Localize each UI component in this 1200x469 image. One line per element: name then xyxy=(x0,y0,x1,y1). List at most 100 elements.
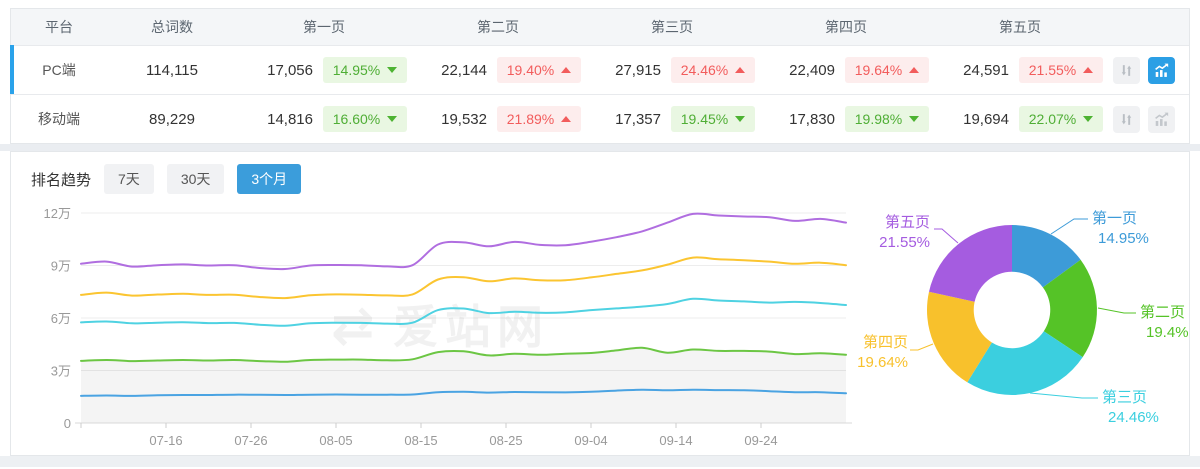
svg-text:6万: 6万 xyxy=(51,311,71,326)
page1-value: 17,056 xyxy=(267,61,313,79)
leader-line-page2 xyxy=(1098,307,1137,314)
page5-value: 19,694 xyxy=(963,110,1009,128)
change-badge: 19.45% xyxy=(671,106,755,132)
sort-arrows-icon xyxy=(1121,64,1132,76)
tab-3months[interactable]: 3个月 xyxy=(237,164,302,194)
change-badge: 19.98% xyxy=(845,106,929,132)
page4-cell: 17,830 19.98% xyxy=(759,106,933,132)
page-bottom-margin xyxy=(0,456,1200,467)
col-header-page1: 第一页 xyxy=(303,19,345,35)
arrow-up-icon xyxy=(561,67,572,73)
page1-value: 14,816 xyxy=(267,110,313,128)
section-divider xyxy=(0,144,1200,151)
page3-value: 27,915 xyxy=(615,61,661,79)
page3-value: 17,357 xyxy=(615,110,661,128)
change-badge: 19.64% xyxy=(845,57,929,83)
tab-7days[interactable]: 7天 xyxy=(104,164,154,194)
donut-label-page4: 第四页 xyxy=(863,333,908,351)
donut-label-page1: 第一页 xyxy=(1092,209,1137,227)
page-distribution-donut: 第一页 14.95% 第二页 19.4% 第三页 24.46% 第四页 19.6… xyxy=(858,209,1189,426)
svg-text:3万: 3万 xyxy=(51,364,71,379)
trend-chart-icon xyxy=(1155,63,1169,77)
arrow-down-icon xyxy=(387,116,398,122)
donut-pct-page5: 21.55% xyxy=(880,234,931,251)
col-header-page3: 第三页 xyxy=(651,19,693,35)
donut-pct-page1: 14.95% xyxy=(1098,230,1149,247)
change-badge: 22.07% xyxy=(1019,106,1103,132)
page2-value: 22,144 xyxy=(441,61,487,79)
col-header-page4: 第四页 xyxy=(825,19,867,35)
trend-chart-icon xyxy=(1155,112,1169,126)
page1-cell: 14,816 16.60% xyxy=(237,106,411,132)
arrow-down-icon xyxy=(1083,116,1094,122)
page4-value: 22,409 xyxy=(789,61,835,79)
change-badge: 19.40% xyxy=(497,57,581,83)
page4-value: 17,830 xyxy=(789,110,835,128)
page1-cell: 17,056 14.95% xyxy=(237,57,411,83)
table-row-pc[interactable]: PC端 114,115 17,056 14.95% 22,144 19.40% … xyxy=(10,45,1189,94)
row-actions xyxy=(1107,105,1189,133)
page4-cell: 22,409 19.64% xyxy=(759,57,933,83)
col-header-total: 总词数 xyxy=(151,19,193,35)
donut-pct-page3: 24.46% xyxy=(1108,409,1159,426)
ranking-table: 平台 总词数 第一页 第二页 第三页 第四页 第五页 PC端 114,115 1… xyxy=(10,8,1190,144)
trend-button[interactable] xyxy=(1148,56,1175,84)
arrow-up-icon xyxy=(909,67,920,73)
arrow-up-icon xyxy=(735,67,746,73)
svg-text:9万: 9万 xyxy=(51,259,71,274)
leader-line-page1 xyxy=(1051,218,1089,235)
leader-line-page3 xyxy=(1030,392,1099,399)
svg-text:12万: 12万 xyxy=(44,206,71,221)
arrow-down-icon xyxy=(735,116,746,122)
page3-cell: 27,915 24.46% xyxy=(585,57,759,83)
svg-text:08-05: 08-05 xyxy=(319,433,352,448)
page5-value: 24,591 xyxy=(963,61,1009,79)
tab-30days[interactable]: 30天 xyxy=(166,164,225,194)
page2-value: 19,532 xyxy=(441,110,487,128)
change-badge: 16.60% xyxy=(323,106,407,132)
donut-pct-page2: 19.4% xyxy=(1146,324,1189,341)
donut-slices[interactable] xyxy=(927,225,1098,395)
arrow-up-icon xyxy=(561,116,572,122)
sort-button[interactable] xyxy=(1113,56,1140,84)
arrow-down-icon xyxy=(387,67,398,73)
change-badge: 21.89% xyxy=(497,106,581,132)
trend-title: 排名趋势 xyxy=(31,171,92,189)
donut-label-page2: 第二页 xyxy=(1140,303,1185,321)
svg-text:08-15: 08-15 xyxy=(404,433,437,448)
trend-section: 排名趋势 7天 30天 3个月 0 3万 6万 9万 12万 ⇄ 爱站网 07-16 07-26… xyxy=(10,151,1190,456)
svg-text:09-04: 09-04 xyxy=(574,433,607,448)
page3-cell: 17,357 19.45% xyxy=(585,106,759,132)
svg-text:⇄: ⇄ xyxy=(331,297,375,355)
page5-cell: 19,694 22.07% xyxy=(933,106,1107,132)
svg-text:09-14: 09-14 xyxy=(659,433,692,448)
col-header-page2: 第二页 xyxy=(477,19,519,35)
table-row-mobile[interactable]: 移动端 89,229 14,816 16.60% 19,532 21.89% 1… xyxy=(11,94,1189,143)
trend-button[interactable] xyxy=(1148,105,1175,133)
platform-label: 移动端 xyxy=(38,111,80,127)
svg-text:07-16: 07-16 xyxy=(149,433,182,448)
svg-text:08-25: 08-25 xyxy=(489,433,522,448)
donut-pct-page4: 19.64% xyxy=(858,354,909,371)
arrow-up-icon xyxy=(1083,67,1094,73)
arrow-down-icon xyxy=(909,116,920,122)
svg-text:09-24: 09-24 xyxy=(744,433,777,448)
donut-label-page5: 第五页 xyxy=(885,213,930,231)
sort-arrows-icon xyxy=(1121,113,1132,125)
change-badge: 24.46% xyxy=(671,57,755,83)
donut-label-page3: 第三页 xyxy=(1102,388,1147,406)
leader-line-page5 xyxy=(934,228,959,244)
sort-button[interactable] xyxy=(1113,105,1140,133)
table-header-row: 平台 总词数 第一页 第二页 第三页 第四页 第五页 xyxy=(11,9,1189,45)
charts-area: 0 3万 6万 9万 12万 ⇄ 爱站网 07-16 07-26 08-05 08-15 08-25 0… xyxy=(11,201,1189,453)
page2-cell: 22,144 19.40% xyxy=(411,57,585,83)
total-words-value: 89,229 xyxy=(149,110,195,128)
svg-text:07-26: 07-26 xyxy=(234,433,267,448)
row-actions xyxy=(1107,56,1189,84)
page5-cell: 24,591 21.55% xyxy=(933,57,1107,83)
page2-cell: 19,532 21.89% xyxy=(411,106,585,132)
leader-line-page4 xyxy=(910,343,934,351)
total-words-value: 114,115 xyxy=(146,61,198,79)
